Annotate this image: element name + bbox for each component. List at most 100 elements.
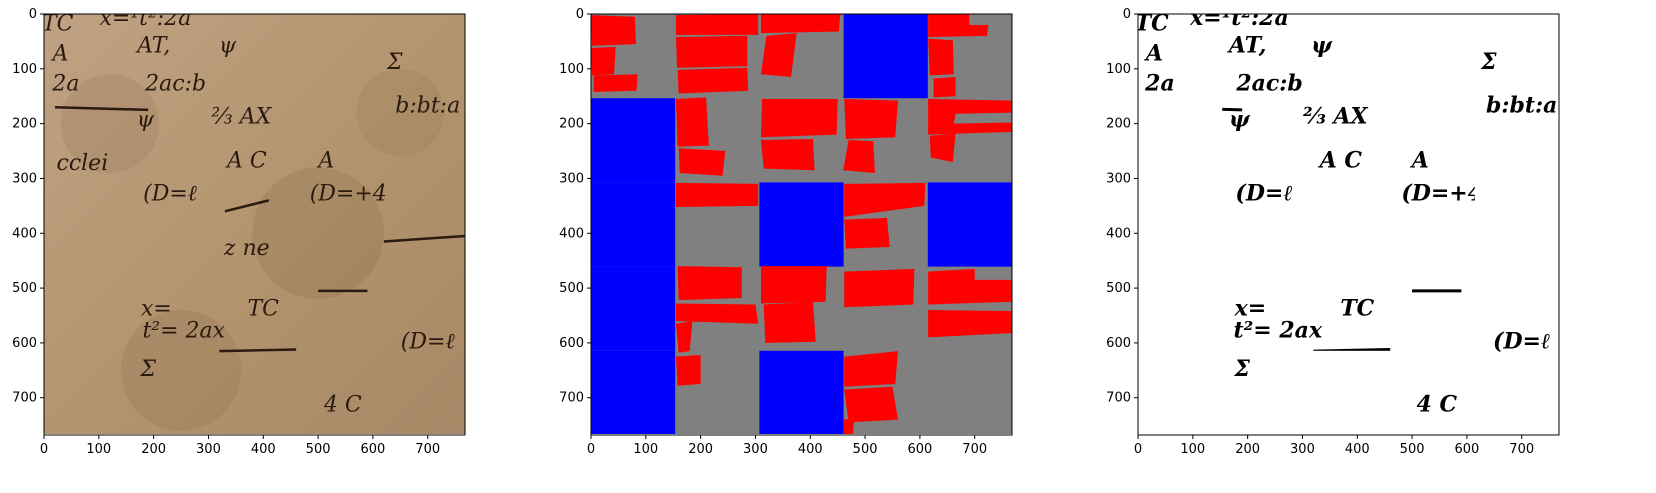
handwriting-glyph: 2a bbox=[51, 72, 79, 97]
x-tick-label: 200 bbox=[141, 442, 166, 457]
handwriting-glyph: ψ bbox=[1311, 32, 1333, 58]
handwriting-glyph: t²= 2ax bbox=[1233, 317, 1322, 343]
blue-tile bbox=[759, 350, 844, 434]
handwriting-glyph: 2ac:b bbox=[1235, 71, 1302, 97]
paper-stain bbox=[252, 167, 384, 300]
red-region bbox=[591, 15, 636, 46]
x-tick-label: 500 bbox=[853, 442, 878, 457]
y-tick-label: 400 bbox=[559, 226, 584, 241]
x-tick-label: 500 bbox=[1400, 442, 1425, 457]
red-region bbox=[593, 74, 638, 92]
red-region bbox=[844, 182, 926, 217]
y-tick-label: 700 bbox=[12, 391, 37, 406]
handwriting-glyph: A C bbox=[225, 148, 267, 173]
red-region bbox=[675, 35, 748, 68]
blue-tile bbox=[591, 182, 676, 267]
handwriting-glyph: (D=+4 bbox=[310, 181, 387, 206]
blue-tile bbox=[591, 350, 676, 434]
y-tick-label: 100 bbox=[1106, 62, 1131, 77]
handwriting-glyph: b:bt:a bbox=[395, 94, 460, 119]
handwriting-glyph: x= bbox=[1234, 295, 1267, 321]
blank-tile bbox=[1138, 266, 1223, 351]
y-tick-label: 400 bbox=[1106, 226, 1131, 241]
red-region bbox=[933, 77, 956, 98]
x-tick-label: 0 bbox=[587, 442, 595, 457]
x-tick-label: 300 bbox=[1290, 442, 1315, 457]
handwriting-glyph: ψ bbox=[219, 33, 237, 58]
ink-stroke bbox=[54, 105, 149, 112]
handwriting-glyph: A bbox=[51, 42, 69, 67]
y-tick-label: 100 bbox=[559, 62, 584, 77]
red-region bbox=[760, 33, 797, 78]
handwriting-glyph: AT, bbox=[1227, 32, 1266, 58]
paper-stain bbox=[60, 74, 160, 173]
y-tick-label: 0 bbox=[1123, 7, 1131, 22]
handwriting-glyph: A bbox=[316, 148, 334, 173]
x-tick-label: 200 bbox=[1235, 442, 1260, 457]
red-region bbox=[675, 182, 759, 207]
handwriting-glyph: x=¹t²:2a bbox=[1189, 5, 1289, 31]
axes-frame bbox=[590, 13, 1013, 436]
y-tick-label: 0 bbox=[29, 7, 37, 22]
red-region bbox=[760, 98, 838, 138]
red-region bbox=[760, 266, 827, 304]
y-tick-label: 400 bbox=[12, 226, 37, 241]
y-tick-label: 500 bbox=[12, 281, 37, 296]
blue-tile bbox=[927, 182, 1012, 267]
x-tick-label: 100 bbox=[633, 442, 658, 457]
handwriting-glyph: TC bbox=[42, 11, 74, 36]
handwriting-glyph: TC bbox=[248, 296, 280, 321]
y-tick-label: 300 bbox=[559, 171, 584, 186]
handwriting-glyph: A bbox=[1410, 147, 1429, 173]
handwriting-glyph: b:bt:a bbox=[1486, 93, 1557, 119]
x-tick-label: 200 bbox=[688, 442, 713, 457]
red-region bbox=[844, 386, 898, 423]
blank-tile bbox=[1138, 350, 1223, 434]
y-tick-label: 300 bbox=[1106, 171, 1131, 186]
y-tick-label: 700 bbox=[1106, 391, 1131, 406]
x-tick-label: 700 bbox=[415, 442, 440, 457]
x-tick-label: 0 bbox=[1134, 442, 1142, 457]
red-region bbox=[675, 354, 701, 386]
y-tick-label: 200 bbox=[559, 117, 584, 132]
handwriting-glyph: 4 C bbox=[1417, 391, 1458, 417]
axes-frame bbox=[1137, 13, 1560, 436]
handwriting-glyph: ⅔ AX bbox=[1303, 104, 1369, 130]
red-region bbox=[675, 97, 709, 147]
red-region bbox=[928, 14, 989, 38]
x-tick-label: 600 bbox=[1454, 442, 1479, 457]
red-region bbox=[843, 140, 875, 173]
handwriting-glyph: Σ bbox=[1233, 356, 1250, 382]
handwriting-glyph: TC bbox=[1340, 295, 1374, 321]
red-region bbox=[928, 38, 954, 76]
y-tick-label: 100 bbox=[12, 62, 37, 77]
handwriting-glyph: (D=ℓ bbox=[1493, 328, 1550, 354]
y-tick-label: 600 bbox=[559, 336, 584, 351]
handwriting-glyph: (D=ℓ bbox=[143, 181, 198, 206]
red-region bbox=[844, 98, 898, 139]
handwriting-glyph: Σ bbox=[386, 50, 403, 75]
y-tick-label: 0 bbox=[576, 7, 584, 22]
red-region bbox=[678, 148, 726, 176]
handwriting-glyph: A C bbox=[1318, 147, 1363, 173]
handwriting-glyph: (D=+4 bbox=[1401, 180, 1483, 206]
handwriting-glyph: ⅔ AX bbox=[211, 105, 272, 130]
y-tick-label: 500 bbox=[1106, 281, 1131, 296]
manuscript-background bbox=[44, 14, 465, 434]
red-region bbox=[843, 418, 855, 434]
mask-panel: 0 100 200 300 400 500 600 700 0 100 200 300 400 500 60… bbox=[559, 7, 1013, 457]
handwriting-glyph: cclei bbox=[57, 151, 109, 176]
blank-tile bbox=[1390, 14, 1475, 99]
red-region bbox=[677, 67, 749, 94]
x-tick-label: 400 bbox=[798, 442, 823, 457]
blue-tile bbox=[843, 14, 928, 99]
blank-tile bbox=[1474, 182, 1559, 267]
red-region bbox=[844, 217, 890, 249]
red-region bbox=[760, 138, 815, 171]
handwriting-glyph: 2a bbox=[1144, 71, 1175, 97]
blank-tile bbox=[1306, 350, 1391, 434]
red-region bbox=[591, 46, 616, 76]
y-tick-label: 700 bbox=[559, 391, 584, 406]
blue-tile bbox=[759, 182, 844, 267]
handwriting-glyph: Σ bbox=[1480, 49, 1497, 75]
